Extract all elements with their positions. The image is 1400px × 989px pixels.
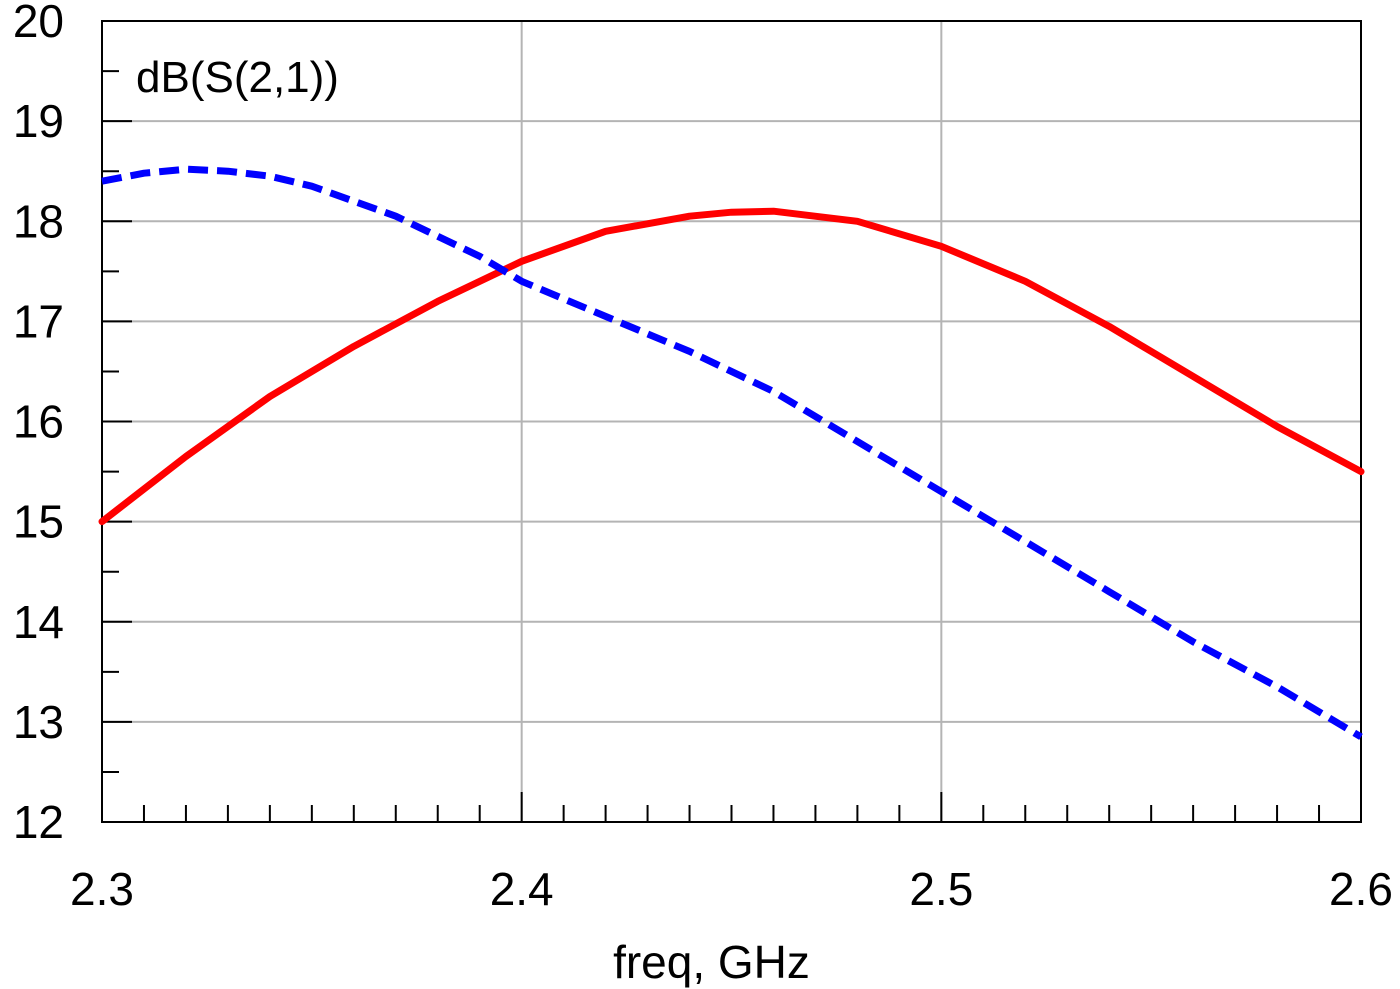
x-axis-label: freq, GHz bbox=[613, 936, 810, 988]
y-tick-label: 13 bbox=[13, 696, 64, 748]
y-tick-label: 14 bbox=[13, 596, 64, 648]
y-tick-label: 20 bbox=[13, 0, 64, 47]
y-tick-label: 18 bbox=[13, 195, 64, 247]
y-tick-label: 17 bbox=[13, 295, 64, 347]
series-line-solid bbox=[98, 207, 1365, 526]
y-tick-label: 16 bbox=[13, 396, 64, 448]
grid bbox=[101, 20, 1362, 823]
x-tick-label: 2.6 bbox=[1329, 863, 1393, 915]
series-group bbox=[98, 165, 1365, 740]
y-tick-label: 19 bbox=[13, 95, 64, 147]
x-tick-label: 2.5 bbox=[909, 863, 973, 915]
y-tick-label: 15 bbox=[13, 496, 64, 548]
x-axis-tick-labels: 2.3 2.4 2.5 2.6 bbox=[70, 863, 1393, 915]
y-tick-label: 12 bbox=[13, 796, 64, 848]
chart-title: dB(S(2,1)) bbox=[136, 53, 339, 102]
plot-frame bbox=[101, 20, 1362, 823]
series-line-dashed bbox=[101, 165, 1363, 740]
y-axis-tick-labels: 12 13 14 15 16 17 18 19 20 bbox=[13, 0, 64, 848]
x-tick-label: 2.3 bbox=[70, 863, 134, 915]
x-tick-label: 2.4 bbox=[490, 863, 554, 915]
